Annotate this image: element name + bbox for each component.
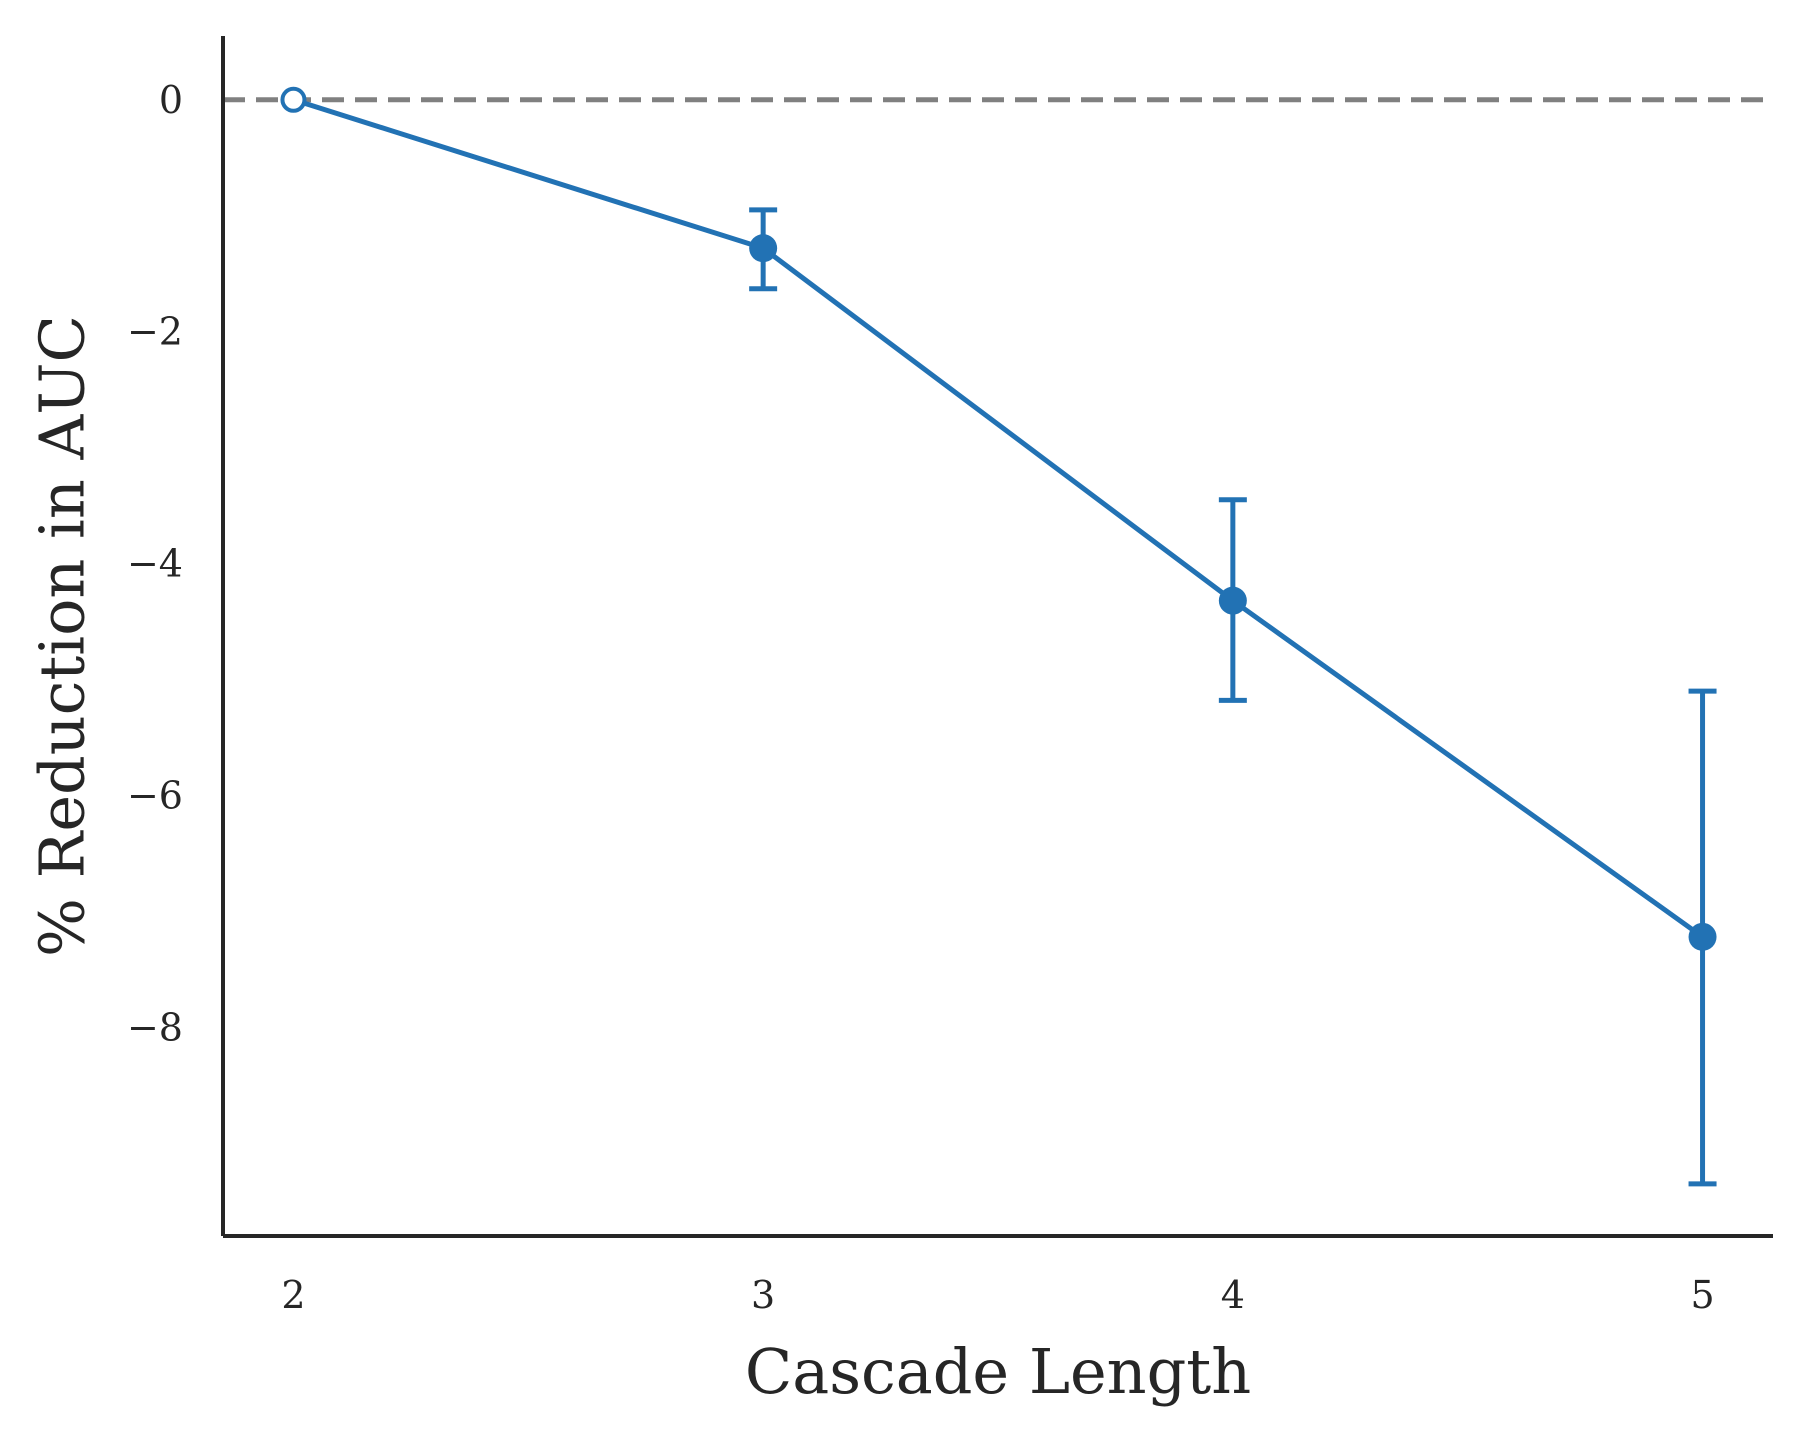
label-layer: 0 −2 −4 −6 −8 2 3 4 5 Cascade Length % Reduction i… — [26, 78, 1715, 1408]
y-axis-title: % Reduction in AUC — [26, 315, 99, 957]
axis-layer — [221, 36, 1773, 1238]
y-tick-label: −6 — [127, 773, 183, 817]
data-point-2 — [280, 86, 307, 113]
x-tick-label: 2 — [281, 1273, 305, 1317]
y-tick-label: 0 — [159, 78, 183, 122]
data-point-5 — [1688, 922, 1717, 951]
data-point-3 — [749, 234, 778, 263]
y-tick-label: −2 — [127, 310, 183, 354]
series-line — [292, 97, 1705, 939]
x-tick-label: 4 — [1221, 1273, 1245, 1317]
y-tick-label: −8 — [127, 1005, 183, 1049]
x-tick-label: 3 — [751, 1273, 775, 1317]
data-point-4 — [1218, 586, 1247, 615]
series-layer — [280, 86, 1717, 1187]
x-axis-title: Cascade Length — [745, 1335, 1251, 1408]
x-tick-label: 5 — [1690, 1273, 1714, 1317]
y-tick-label: −4 — [127, 542, 183, 586]
